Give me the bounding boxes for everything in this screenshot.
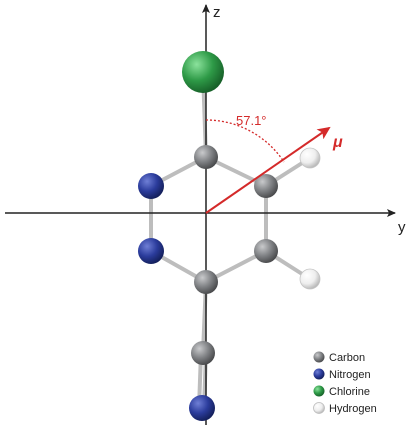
legend-carbon-icon xyxy=(313,351,325,363)
legend-hydrogen-label: Hydrogen xyxy=(329,403,377,415)
atoms xyxy=(138,51,321,421)
legend: Carbon Nitrogen Chlorine Hydrogen xyxy=(313,351,377,415)
legend-hydrogen-icon xyxy=(313,402,325,414)
nitrogen-atom-2 xyxy=(138,238,164,264)
carbon-atom-3 xyxy=(254,239,278,263)
legend-chlorine-icon xyxy=(313,385,325,397)
y-axis-label: y xyxy=(398,219,406,236)
legend-nitrogen-icon xyxy=(313,368,325,380)
carbon-atom-4 xyxy=(194,270,218,294)
hydrogen-atom-1 xyxy=(299,147,321,169)
carbon-atom-2 xyxy=(254,174,278,198)
hydrogen-atom-2 xyxy=(299,268,321,290)
z-axis-label: z xyxy=(213,4,221,21)
dipole-arrow xyxy=(205,126,331,214)
nitrogen-atom-3 xyxy=(189,395,215,421)
carbon-atom-1 xyxy=(194,145,218,169)
legend-nitrogen-label: Nitrogen xyxy=(329,369,371,381)
angle-label: 57.1° xyxy=(236,113,267,128)
chlorine-atom xyxy=(182,51,224,93)
legend-carbon-label: Carbon xyxy=(329,352,365,364)
nitrogen-atom-1 xyxy=(138,173,164,199)
dipole-label: μ xyxy=(332,134,343,151)
legend-chlorine-label: Chlorine xyxy=(329,386,370,398)
carbon-atom-5 xyxy=(191,341,215,365)
bonds xyxy=(149,70,312,410)
